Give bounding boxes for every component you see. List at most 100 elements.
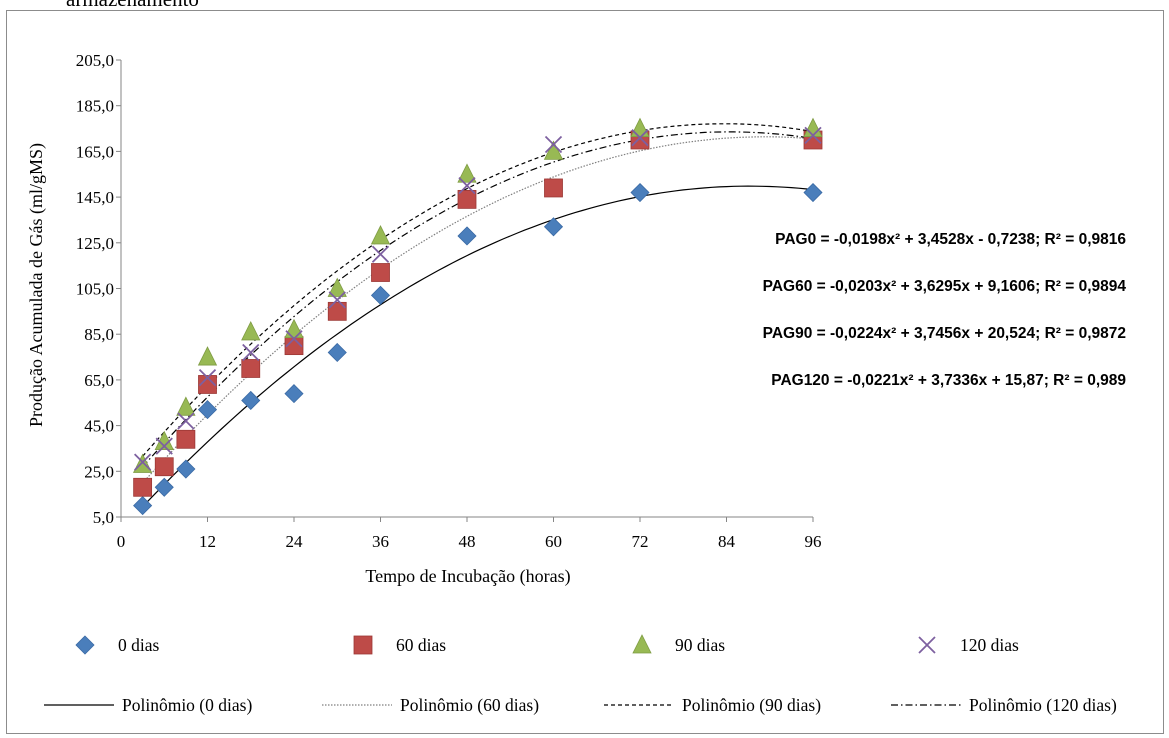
- data-point: [241, 359, 261, 378]
- trendline: [142, 136, 814, 484]
- trendline: [142, 123, 814, 457]
- y-tick-label: 65,0: [84, 371, 114, 390]
- x-tick-label: 72: [632, 532, 649, 551]
- trendline: [142, 131, 814, 468]
- data-point: [371, 245, 390, 263]
- y-tick-label: 85,0: [84, 325, 114, 344]
- x-tick-label: 60: [545, 532, 562, 551]
- x-tick-label: 24: [286, 532, 304, 551]
- data-point: [804, 126, 822, 145]
- data-point: [458, 177, 476, 195]
- data-point: [176, 459, 196, 479]
- legend-marker: [75, 635, 95, 655]
- equation-annotations: PAG0 = -0,0198x² + 3,4528x - 0,7238; R² …: [763, 231, 1127, 389]
- x-marker-stroke: [242, 343, 260, 362]
- axes: [116, 59, 814, 522]
- y-tick-label: 165,0: [76, 142, 114, 161]
- data-points: [132, 117, 823, 516]
- data-point: [133, 496, 153, 516]
- legend-label: 90 dias: [675, 635, 725, 655]
- data-point: [198, 368, 217, 387]
- y-tick-label: 145,0: [76, 188, 114, 207]
- x-tick-label: 0: [117, 532, 126, 551]
- legend-label: 60 dias: [396, 635, 446, 655]
- x-tick-label: 48: [459, 532, 476, 551]
- regression-equation: PAG60 = -0,0203x² + 3,6295x + 9,1606; R²…: [763, 278, 1127, 295]
- x-tick-label: 84: [718, 532, 736, 551]
- y-tick-label: 185,0: [76, 97, 114, 116]
- x-marker-stroke: [458, 177, 476, 195]
- x-marker-stroke: [804, 126, 822, 145]
- x-axis-title: Tempo de Incubação (horas): [365, 566, 570, 587]
- data-point: [803, 182, 823, 203]
- x-marker-stroke: [328, 291, 346, 309]
- x-marker-stroke: [371, 245, 390, 263]
- regression-equation: PAG120 = -0,0221x² + 3,7336x + 15,87; R²…: [771, 372, 1126, 389]
- data-point: [371, 263, 390, 282]
- x-marker-stroke: [285, 330, 303, 348]
- data-point: [155, 437, 173, 455]
- data-point: [370, 225, 391, 245]
- x-marker-stroke: [177, 412, 195, 430]
- legend-marker: [632, 634, 652, 654]
- data-point: [241, 390, 261, 411]
- data-point: [630, 182, 650, 203]
- data-point: [327, 277, 347, 297]
- x-marker-stroke: [133, 453, 152, 471]
- data-point: [132, 453, 153, 473]
- regression-equation: PAG90 = -0,0224x² + 3,7456x + 20,524; R²…: [763, 325, 1126, 342]
- y-axis-title: Produção Acumulada de Gás (ml/gMS): [26, 143, 47, 427]
- chart-frame: [6, 10, 1164, 734]
- x-tick-label: 12: [199, 532, 216, 551]
- y-tick-label: 205,0: [76, 51, 114, 70]
- legend-label: Polinômio (90 dias): [682, 695, 821, 715]
- y-tick-label: 25,0: [84, 462, 114, 481]
- trendlines: [142, 123, 814, 508]
- data-point: [544, 135, 563, 154]
- data-point: [457, 226, 477, 246]
- legend-label: Polinômio (60 dias): [400, 695, 539, 715]
- data-point: [197, 346, 218, 366]
- legend-label: 120 dias: [960, 635, 1019, 655]
- caption-fragment: armazenamento: [66, 0, 199, 12]
- data-point: [241, 321, 261, 341]
- data-point: [543, 217, 564, 237]
- data-point: [242, 343, 260, 362]
- x-tick-label: 36: [372, 532, 389, 551]
- legend-marker: [918, 636, 936, 654]
- data-point: [177, 412, 195, 430]
- data-point: [630, 117, 650, 137]
- x-marker-stroke: [544, 135, 563, 154]
- data-point: [370, 285, 391, 305]
- data-point: [284, 384, 304, 404]
- data-point: [197, 400, 218, 420]
- data-point: [327, 301, 347, 321]
- x-tick-label: 96: [805, 532, 822, 551]
- data-point: [543, 140, 564, 160]
- data-point: [803, 117, 823, 137]
- legend: 0 dias 60 dias 90 dias 120 dias Polinômio (0…: [44, 634, 1117, 715]
- trendline: [142, 185, 814, 508]
- x-marker-stroke: [918, 636, 936, 654]
- legend-label: Polinômio (0 dias): [122, 695, 252, 715]
- data-point: [154, 457, 174, 477]
- data-point: [544, 178, 563, 198]
- x-marker-stroke: [155, 437, 173, 455]
- legend-label: 0 dias: [118, 635, 160, 655]
- data-point: [133, 453, 152, 471]
- regression-equation: PAG0 = -0,0198x² + 3,4528x - 0,7238; R² …: [775, 231, 1126, 248]
- data-point: [457, 163, 477, 183]
- y-tick-label: 105,0: [76, 280, 114, 299]
- x-marker-stroke: [198, 368, 217, 387]
- data-point: [285, 330, 303, 348]
- y-tick-label: 125,0: [76, 234, 114, 253]
- data-point: [328, 291, 346, 309]
- y-tick-label: 5,0: [93, 508, 114, 527]
- tick-labels: 5,0 25,0 45,0 65,0 85,0 105,0 125,0 145,0 165,0 1…: [76, 51, 822, 551]
- legend-marker: [353, 635, 373, 655]
- data-point: [176, 396, 196, 416]
- data-point: [198, 375, 217, 394]
- data-point: [176, 429, 196, 449]
- data-point: [327, 342, 347, 363]
